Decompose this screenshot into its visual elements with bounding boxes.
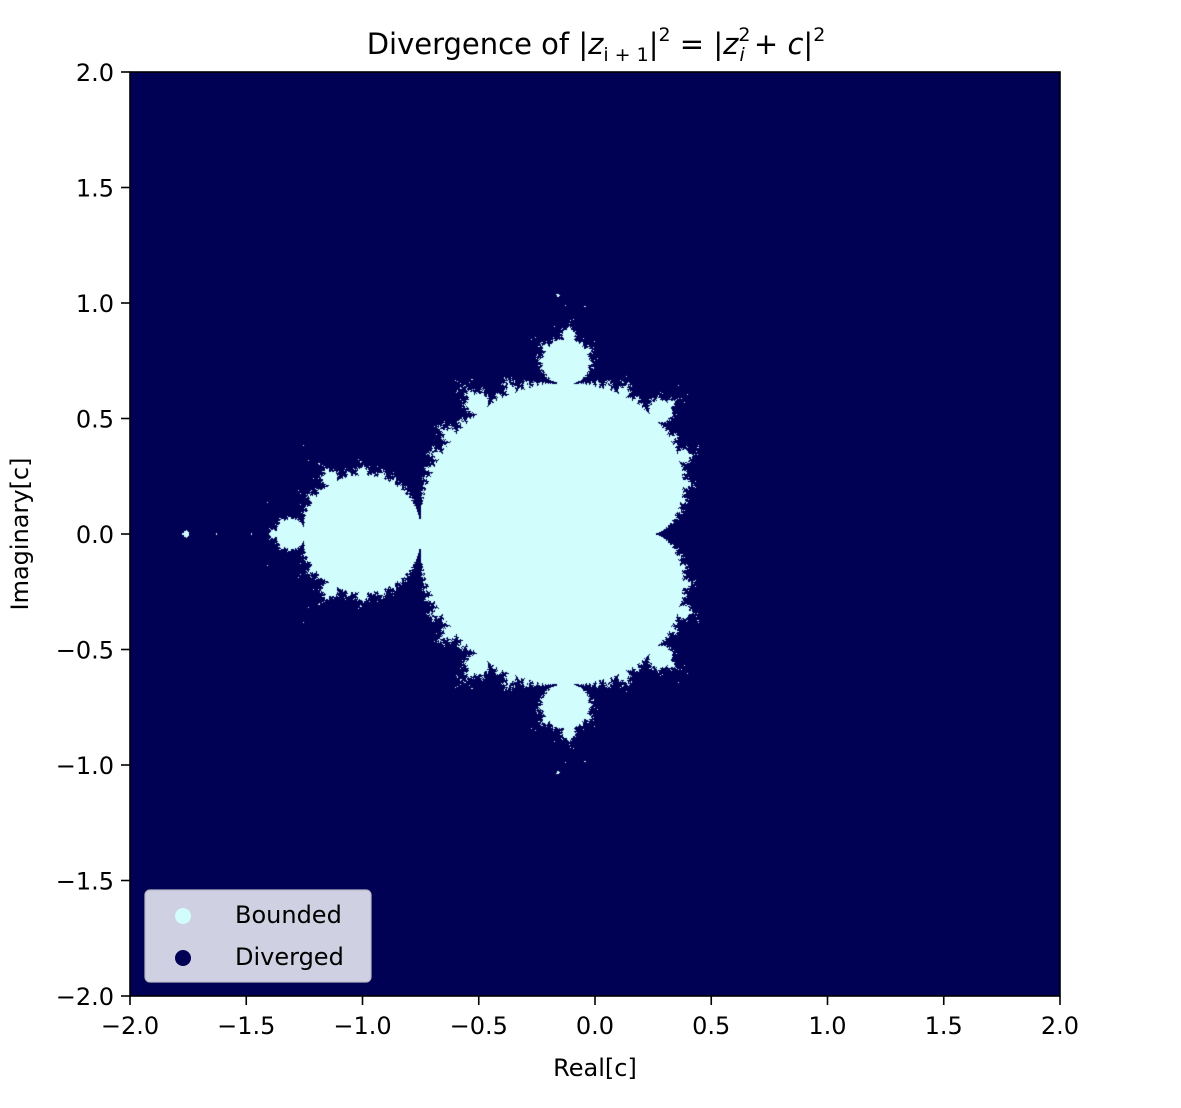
x-tick-label: 1.0 bbox=[808, 1012, 846, 1040]
title-c: c bbox=[787, 27, 803, 61]
title-rhs-var: z bbox=[722, 27, 739, 61]
x-tick-label: 0.0 bbox=[576, 1012, 614, 1040]
y-tick-label: −0.5 bbox=[56, 637, 114, 665]
legend-label-bounded: Bounded bbox=[235, 901, 342, 929]
title-lhs-exp: 2 bbox=[658, 24, 670, 46]
chart-title: Divergence of |zi + 1|2 = |z2 i + c|2 bbox=[367, 24, 826, 66]
x-tick-label: 0.5 bbox=[692, 1012, 730, 1040]
x-tick-label: −1.5 bbox=[217, 1012, 275, 1040]
title-lhs-sub: i + 1 bbox=[603, 44, 648, 66]
y-axis: 2.0 1.5 1.0 0.5 0.0 −0.5 −1.0 −1.5 −2.0 bbox=[56, 59, 130, 1011]
legend-label-diverged: Diverged bbox=[235, 943, 344, 971]
bounded-region-image bbox=[130, 72, 1060, 996]
y-tick-label: 1.0 bbox=[76, 290, 114, 318]
title-prefix: Divergence of bbox=[367, 27, 579, 61]
title-rhs-sub: i bbox=[739, 44, 745, 66]
x-axis-label: Real[c] bbox=[553, 1054, 637, 1082]
x-axis: −2.0 −1.5 −1.0 −0.5 0.0 0.5 1.0 1.5 2.0 bbox=[101, 996, 1079, 1040]
x-tick-label: 2.0 bbox=[1041, 1012, 1079, 1040]
x-tick-label: −1.0 bbox=[333, 1012, 391, 1040]
legend: Bounded Diverged bbox=[144, 889, 372, 983]
y-tick-label: 0.0 bbox=[76, 521, 114, 549]
legend-box bbox=[144, 889, 372, 983]
title-plus: + bbox=[745, 27, 788, 61]
y-tick-label: −1.5 bbox=[56, 868, 114, 896]
legend-marker-bounded bbox=[175, 908, 191, 924]
title-rhs-sup: 2 bbox=[738, 24, 750, 46]
y-axis-label: Imaginary[c] bbox=[6, 458, 34, 611]
plot-area bbox=[129, 71, 1061, 997]
x-tick-label: 1.5 bbox=[925, 1012, 963, 1040]
title-equals: = bbox=[671, 27, 714, 61]
y-tick-label: 0.5 bbox=[76, 406, 114, 434]
title-rhs-exp: 2 bbox=[813, 24, 825, 46]
legend-marker-diverged bbox=[175, 950, 191, 966]
x-tick-label: −2.0 bbox=[101, 1012, 159, 1040]
y-tick-label: −1.0 bbox=[56, 752, 114, 780]
y-tick-label: 1.5 bbox=[76, 175, 114, 203]
y-tick-label: −2.0 bbox=[56, 983, 114, 1011]
title-lhs-var: z bbox=[587, 27, 604, 61]
x-tick-label: −0.5 bbox=[450, 1012, 508, 1040]
y-tick-label: 2.0 bbox=[76, 59, 114, 87]
